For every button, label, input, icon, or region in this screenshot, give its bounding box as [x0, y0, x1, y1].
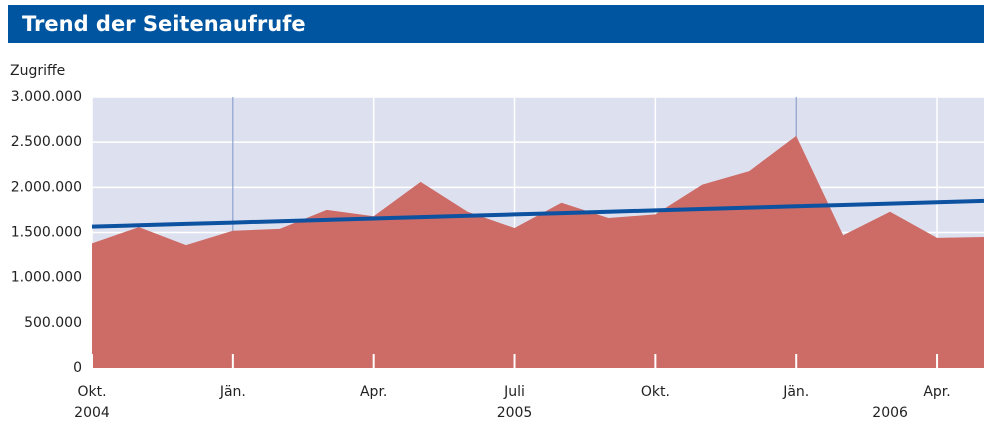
title-bar — [8, 5, 984, 43]
y-tick-label: 2.500.000 — [11, 134, 82, 150]
x-tick-label: Jän. — [782, 384, 809, 400]
x-tick-label: Apr. — [360, 384, 387, 400]
year-label: 2004 — [74, 405, 110, 421]
y-tick-label: 1.500.000 — [11, 225, 82, 241]
y-tick-label: 1.000.000 — [11, 270, 82, 286]
y-axis-label: Zugriffe — [10, 63, 65, 79]
year-label: 2005 — [497, 405, 533, 421]
x-tick-label: Jän. — [219, 384, 246, 400]
x-tick-label: Apr. — [923, 384, 950, 400]
x-tick-label: Okt. — [77, 384, 106, 400]
chart-title: Trend der Seitenaufrufe — [22, 12, 306, 36]
y-tick-label: 2.000.000 — [11, 179, 82, 195]
x-tick-label: Okt. — [641, 384, 670, 400]
y-tick-label: 500.000 — [24, 315, 82, 331]
y-tick-label: 3.000.000 — [11, 89, 82, 105]
y-tick-label: 0 — [73, 360, 82, 376]
area — [92, 135, 984, 368]
year-label: 2006 — [872, 405, 908, 421]
trend-line — [91, 198, 984, 229]
x-tick-label: Juli — [503, 384, 525, 400]
